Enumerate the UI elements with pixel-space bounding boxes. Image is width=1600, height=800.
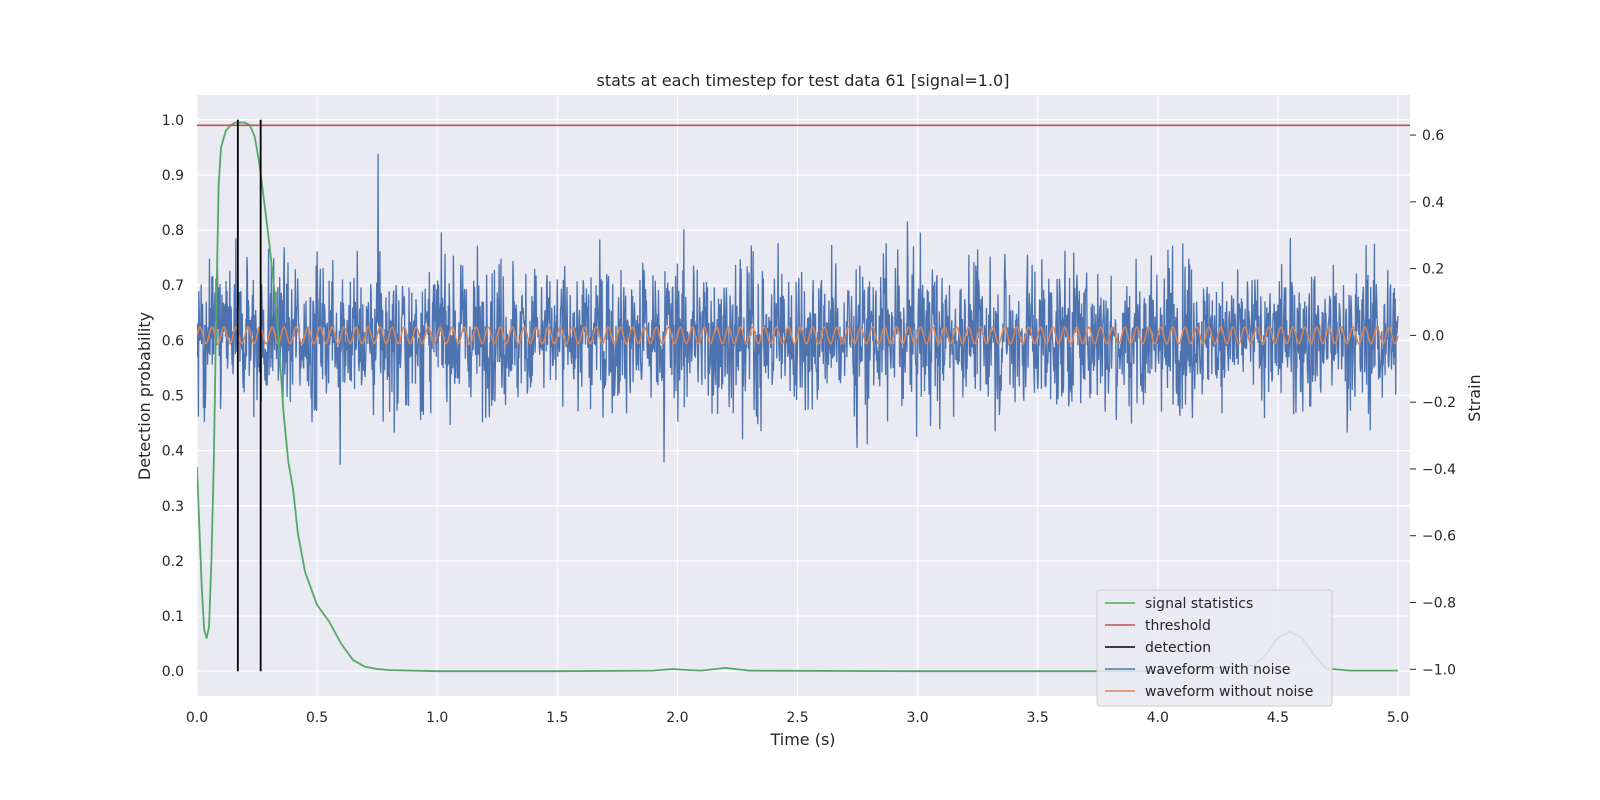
legend-label-waveform-without-noise: waveform without noise <box>1145 684 1313 700</box>
x-axis-ticks: 0.0 0.5 1.0 1.5 2.0 2.5 3.0 3.5 4.0 4.5 5.0 <box>186 710 1409 726</box>
x-tick-label: 0.0 <box>186 710 208 726</box>
y-right-tick-label: 0.6 <box>1422 128 1444 144</box>
x-tick-label: 2.5 <box>786 710 808 726</box>
y-right-tick-label: −0.6 <box>1422 529 1456 545</box>
y-left-tick-label: 0.8 <box>162 223 184 239</box>
y-left-tick-label: 0.4 <box>162 444 184 460</box>
y-left-tick-label: 1.0 <box>162 113 184 129</box>
grid <box>196 95 1410 696</box>
legend-label-waveform-with-noise: waveform with noise <box>1145 662 1290 678</box>
chart-title: stats at each timestep for test data 61 … <box>597 71 1010 90</box>
y-right-tick-label: 0.2 <box>1422 262 1444 278</box>
x-tick-label: 3.0 <box>906 710 928 726</box>
legend-label-threshold: threshold <box>1145 618 1211 634</box>
x-tick-label: 4.0 <box>1147 710 1169 726</box>
y-axis-left-ticks: 0.0 0.1 0.2 0.3 0.4 0.5 0.6 0.7 0.8 0.9 1.0 <box>162 113 184 680</box>
x-tick-label: 2.0 <box>666 710 688 726</box>
y-left-tick-label: 0.0 <box>162 664 184 680</box>
legend-label-signal-statistics: signal statistics <box>1145 596 1253 612</box>
y-left-tick-label: 0.5 <box>162 389 184 405</box>
legend-label-detection: detection <box>1145 640 1211 656</box>
x-tick-label: 0.5 <box>306 710 328 726</box>
y-right-tick-label: 0.0 <box>1422 328 1444 344</box>
y-left-tick-label: 0.6 <box>162 333 184 349</box>
y-right-tick-label: −0.2 <box>1422 395 1456 411</box>
y-axis-right-ticks: −1.0 −0.8 −0.6 −0.4 −0.2 0.0 0.2 0.4 0.6 <box>1410 128 1456 678</box>
x-tick-label: 1.0 <box>426 710 448 726</box>
x-tick-label: 1.5 <box>546 710 568 726</box>
y-left-tick-label: 0.3 <box>162 499 184 515</box>
y-left-tick-label: 0.7 <box>162 278 184 294</box>
series-waveform-without-noise <box>197 326 1399 345</box>
y-left-tick-label: 0.9 <box>162 168 184 184</box>
legend-box <box>1096 589 1333 707</box>
y-left-tick-label: 0.1 <box>162 609 184 625</box>
x-tick-label: 5.0 <box>1387 710 1409 726</box>
series-layer <box>197 119 1410 673</box>
x-axis-label: Time (s) <box>769 730 835 749</box>
legend: signal statistics threshold detection wa… <box>1096 589 1333 707</box>
y-right-tick-label: −0.4 <box>1422 462 1456 478</box>
y-left-tick-label: 0.2 <box>162 554 184 570</box>
y-axis-left-label: Detection probability <box>135 312 154 480</box>
y-axis-right-label: Strain <box>1465 374 1484 421</box>
x-tick-label: 3.5 <box>1027 710 1049 726</box>
y-right-tick-label: −0.8 <box>1422 596 1456 612</box>
y-right-tick-label: 0.4 <box>1422 195 1444 211</box>
y-right-tick-label: −1.0 <box>1422 662 1456 678</box>
series-waveform-with-noise <box>197 153 1399 465</box>
x-tick-label: 4.5 <box>1267 710 1289 726</box>
